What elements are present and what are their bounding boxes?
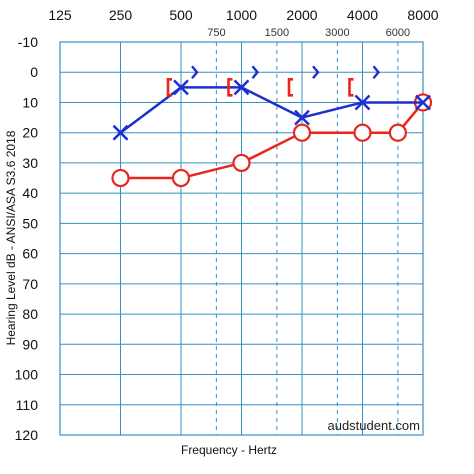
circle-point-0-6000hz <box>388 123 407 142</box>
x-tick-8000: 8000 <box>407 7 438 23</box>
series-line-0 <box>120 101 424 180</box>
bracket-point-2-500hz <box>166 78 172 97</box>
x-tick-1000: 1000 <box>226 7 257 23</box>
plot-frame <box>59 41 424 436</box>
y-axis-label: Hearing Level dB - ANSI/ASA S3.6 2018 <box>4 130 18 345</box>
series-layer <box>111 65 433 188</box>
grid <box>59 41 424 436</box>
bracket-point-2-4000hz <box>348 78 354 97</box>
x-tick-2000: 2000 <box>286 7 317 23</box>
chevron-point-3-2000hz <box>312 65 320 79</box>
x-tick-250: 250 <box>109 7 133 23</box>
chevron-point-3-500hz <box>191 65 199 79</box>
chevron-point-3-4000hz <box>372 65 381 79</box>
circle-point-0-1000hz <box>232 153 251 173</box>
x-tick-4000: 4000 <box>347 7 378 23</box>
x-intertick-1500: 1500 <box>265 27 289 39</box>
bracket-point-2-1000hz <box>227 78 233 97</box>
y-tick-60: 60 <box>22 246 38 262</box>
bracket-point-2-2000hz <box>287 78 293 97</box>
series-1-cross <box>112 79 431 141</box>
y-tick-10: 10 <box>22 94 38 110</box>
watermark: audstudent.com <box>327 418 420 433</box>
y-tick-30: 30 <box>22 155 38 171</box>
cross-point-1-8000hz <box>415 94 431 111</box>
x-axis-label: Frequency - Hertz <box>181 443 277 457</box>
series-2-bracket-left <box>166 78 354 97</box>
cross-point-1-1000hz <box>233 79 250 96</box>
cross-point-1-2000hz <box>294 109 310 126</box>
y-tick-70: 70 <box>22 276 38 292</box>
cross-point-1-4000hz <box>354 94 371 111</box>
y-tick-110: 110 <box>16 397 39 413</box>
series-line-1 <box>119 86 423 134</box>
y-tick-100: 100 <box>15 367 39 383</box>
y-tick-0: 0 <box>30 64 38 80</box>
x-intertick-750: 750 <box>207 27 225 39</box>
circle-point-0-2000hz <box>292 123 312 142</box>
y-tick-90: 90 <box>22 336 38 352</box>
y-tick--10: -10 <box>18 34 38 50</box>
circle-point-0-4000hz <box>353 123 372 142</box>
x-tick-500: 500 <box>169 7 193 23</box>
circle-point-0-500hz <box>171 168 191 188</box>
series-3-chevron-right <box>191 65 381 79</box>
y-tick-40: 40 <box>22 185 38 201</box>
cross-point-1-250hz <box>112 124 129 141</box>
chevron-point-3-1000hz <box>251 65 260 79</box>
x-tick-125: 125 <box>48 7 72 23</box>
series-0-circle <box>111 93 433 188</box>
cross-point-1-500hz <box>173 79 189 96</box>
y-tick-50: 50 <box>22 215 38 231</box>
circle-point-0-250hz <box>111 168 130 188</box>
x-intertick-6000: 6000 <box>386 27 410 39</box>
x-intertick-3000: 3000 <box>325 27 349 39</box>
y-tick-120: 120 <box>15 427 39 443</box>
y-tick-20: 20 <box>22 125 38 141</box>
axis-ticks: -10 0 10 20 30 40 50 60 70 80 90 100 110 120 125 250 500… <box>15 7 439 443</box>
y-tick-80: 80 <box>22 306 38 322</box>
